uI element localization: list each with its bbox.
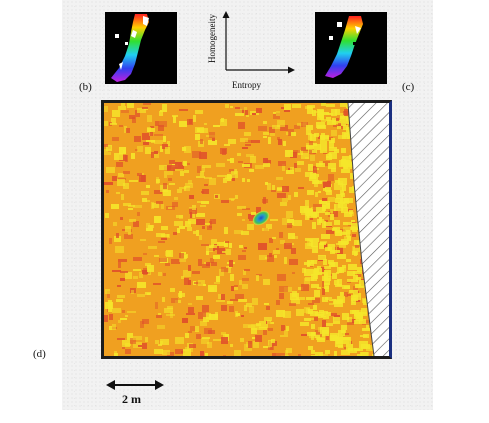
double-headed-arrow-icon (106, 380, 164, 390)
inset-b-graphic (111, 14, 149, 82)
hatched-region (348, 103, 389, 356)
axes-icon (222, 11, 295, 74)
anomaly-spot (252, 210, 270, 226)
axis-label-entropy: Entropy (232, 80, 261, 90)
inset-c-graphic (325, 16, 363, 78)
inset-c-cooccurrence-plot (315, 12, 387, 84)
texture-map-graphic (104, 103, 389, 356)
inset-b-cooccurrence-plot (105, 12, 177, 84)
panel-label-d: (d) (33, 348, 46, 360)
texture-map-panel (101, 100, 392, 359)
panel-label-b: (b) (79, 81, 92, 93)
panel-label-c: (c) (402, 81, 415, 93)
scale-bar-label: 2 m (122, 392, 141, 406)
axis-label-homogeneity: Homogeneity (207, 14, 217, 63)
